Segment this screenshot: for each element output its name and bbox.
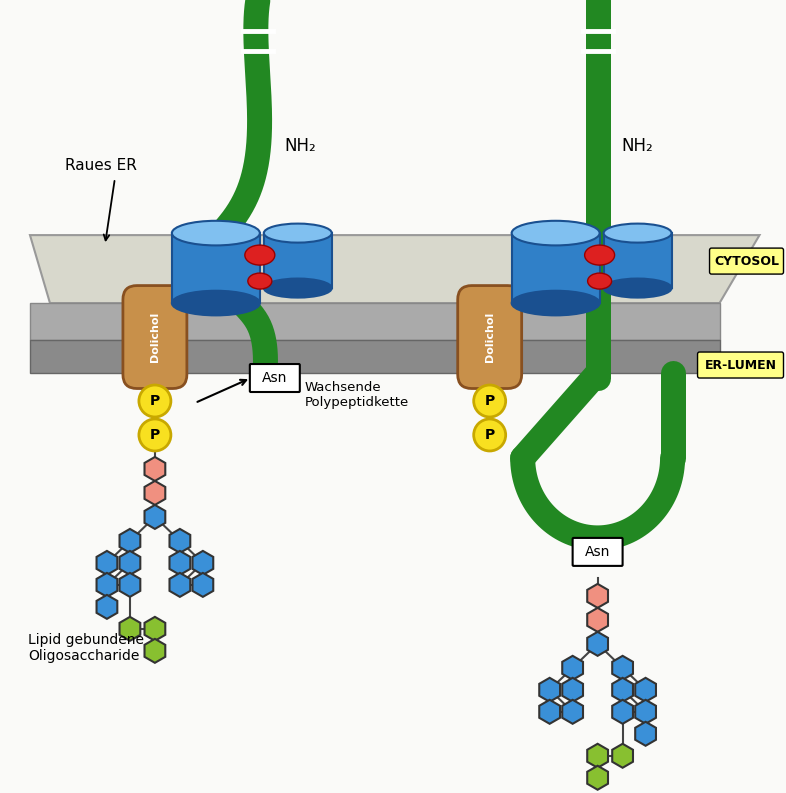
- Ellipse shape: [604, 224, 671, 243]
- Polygon shape: [612, 678, 633, 702]
- Bar: [604, 233, 671, 288]
- Ellipse shape: [264, 224, 332, 243]
- Polygon shape: [170, 551, 190, 575]
- Circle shape: [474, 385, 505, 417]
- Text: NH₂: NH₂: [622, 137, 653, 155]
- Polygon shape: [119, 551, 141, 575]
- Text: P: P: [484, 428, 495, 442]
- Ellipse shape: [172, 291, 260, 316]
- Polygon shape: [119, 573, 141, 597]
- Circle shape: [139, 385, 171, 417]
- Text: P: P: [150, 428, 160, 442]
- FancyBboxPatch shape: [123, 285, 187, 389]
- Ellipse shape: [512, 291, 600, 316]
- Polygon shape: [145, 457, 165, 481]
- Ellipse shape: [172, 220, 260, 245]
- Polygon shape: [97, 551, 117, 575]
- Text: Wachsende
Polypeptidkette: Wachsende Polypeptidkette: [305, 381, 409, 409]
- Polygon shape: [170, 573, 190, 597]
- Text: Asn: Asn: [263, 371, 288, 385]
- FancyBboxPatch shape: [457, 285, 522, 389]
- Polygon shape: [612, 699, 633, 724]
- Polygon shape: [562, 678, 583, 702]
- FancyBboxPatch shape: [573, 538, 623, 566]
- FancyBboxPatch shape: [250, 364, 299, 392]
- Text: Dolichol: Dolichol: [150, 312, 160, 362]
- Polygon shape: [562, 656, 583, 680]
- Text: NH₂: NH₂: [284, 137, 316, 155]
- Polygon shape: [97, 595, 117, 619]
- Polygon shape: [635, 722, 656, 745]
- Ellipse shape: [245, 245, 275, 265]
- Ellipse shape: [588, 273, 612, 289]
- Bar: [172, 233, 260, 303]
- Ellipse shape: [264, 278, 332, 297]
- Polygon shape: [145, 617, 165, 641]
- Text: Asn: Asn: [585, 545, 610, 559]
- Polygon shape: [539, 678, 560, 702]
- Text: Lipid gebundene
Oligosaccharide: Lipid gebundene Oligosaccharide: [28, 633, 144, 663]
- Polygon shape: [193, 551, 213, 575]
- Text: CYTOSOL: CYTOSOL: [714, 255, 779, 267]
- Text: P: P: [484, 394, 495, 408]
- Text: ER-LUMEN: ER-LUMEN: [704, 358, 777, 371]
- Polygon shape: [587, 584, 608, 608]
- Polygon shape: [30, 303, 719, 340]
- Ellipse shape: [585, 245, 615, 265]
- Polygon shape: [97, 573, 117, 597]
- Polygon shape: [170, 529, 190, 553]
- Polygon shape: [539, 699, 560, 724]
- Bar: [512, 233, 600, 303]
- Circle shape: [139, 419, 171, 451]
- Circle shape: [474, 419, 505, 451]
- Polygon shape: [193, 573, 213, 597]
- Text: P: P: [150, 394, 160, 408]
- Ellipse shape: [604, 278, 671, 297]
- Bar: [264, 233, 332, 288]
- Polygon shape: [635, 678, 656, 702]
- Polygon shape: [145, 505, 165, 529]
- Polygon shape: [562, 699, 583, 724]
- Polygon shape: [587, 744, 608, 768]
- Polygon shape: [587, 608, 608, 632]
- Polygon shape: [145, 481, 165, 505]
- Polygon shape: [145, 639, 165, 663]
- Polygon shape: [30, 340, 719, 373]
- Polygon shape: [30, 235, 759, 303]
- Polygon shape: [119, 529, 141, 553]
- Polygon shape: [612, 656, 633, 680]
- FancyBboxPatch shape: [697, 352, 784, 378]
- FancyBboxPatch shape: [710, 248, 784, 274]
- Polygon shape: [635, 699, 656, 724]
- Text: Raues ER: Raues ER: [65, 158, 137, 173]
- Polygon shape: [587, 766, 608, 790]
- Text: Dolichol: Dolichol: [485, 312, 494, 362]
- Ellipse shape: [512, 220, 600, 245]
- Polygon shape: [587, 632, 608, 656]
- Ellipse shape: [248, 273, 272, 289]
- Polygon shape: [612, 744, 633, 768]
- Polygon shape: [119, 617, 141, 641]
